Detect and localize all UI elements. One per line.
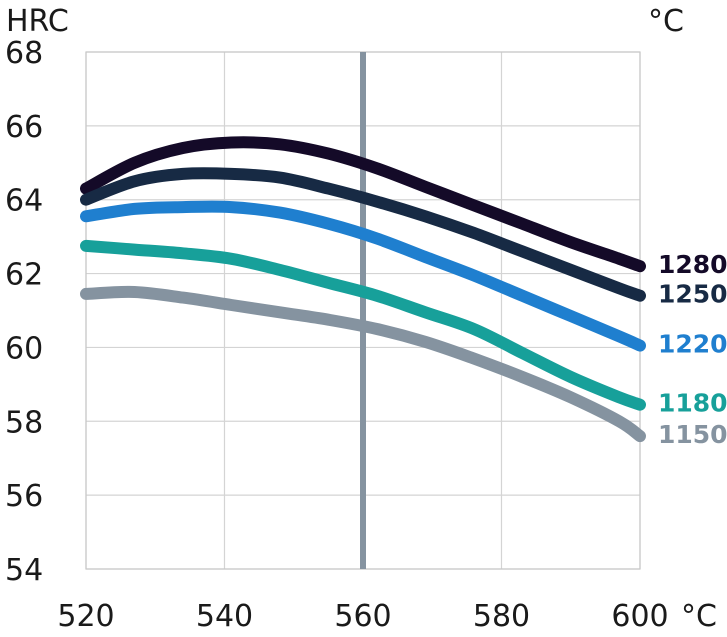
y-tick-label: 56 — [5, 479, 43, 514]
series-label-1250: 1250 — [658, 280, 727, 309]
y-axis-title: HRC — [6, 4, 69, 39]
series-label-1180: 1180 — [658, 389, 727, 418]
series-line-1220 — [80, 200, 646, 352]
x-tick-label: 560 — [334, 599, 391, 634]
x-unit-top: °C — [648, 4, 684, 39]
series-label-1150: 1150 — [658, 420, 727, 449]
y-tick-label: 60 — [5, 331, 43, 366]
y-tick-label: 58 — [5, 405, 43, 440]
series-label-1220: 1220 — [658, 330, 727, 359]
y-tick-label: 62 — [5, 258, 43, 293]
series-lines — [80, 136, 646, 443]
x-tick-label: 600 — [611, 599, 668, 634]
series-line-1250 — [80, 167, 646, 302]
series-line-1180 — [80, 239, 646, 411]
y-tick-labels: 54 56 58 60 62 64 66 68 — [5, 36, 43, 588]
x-tick-label: 540 — [196, 599, 253, 634]
series-line-1150 — [80, 285, 646, 443]
x-tick-label: 580 — [473, 599, 530, 634]
y-tick-label: 64 — [5, 184, 43, 219]
series-label-1280: 1280 — [658, 250, 727, 279]
x-unit-bottom: °C — [681, 599, 717, 634]
x-tick-labels: 520 540 560 580 600 — [57, 599, 668, 634]
series-line-1280 — [80, 136, 646, 273]
y-tick-label: 66 — [5, 110, 43, 145]
y-tick-label: 54 — [5, 553, 43, 588]
x-tick-label: 520 — [57, 599, 114, 634]
y-tick-label: 68 — [5, 36, 43, 71]
